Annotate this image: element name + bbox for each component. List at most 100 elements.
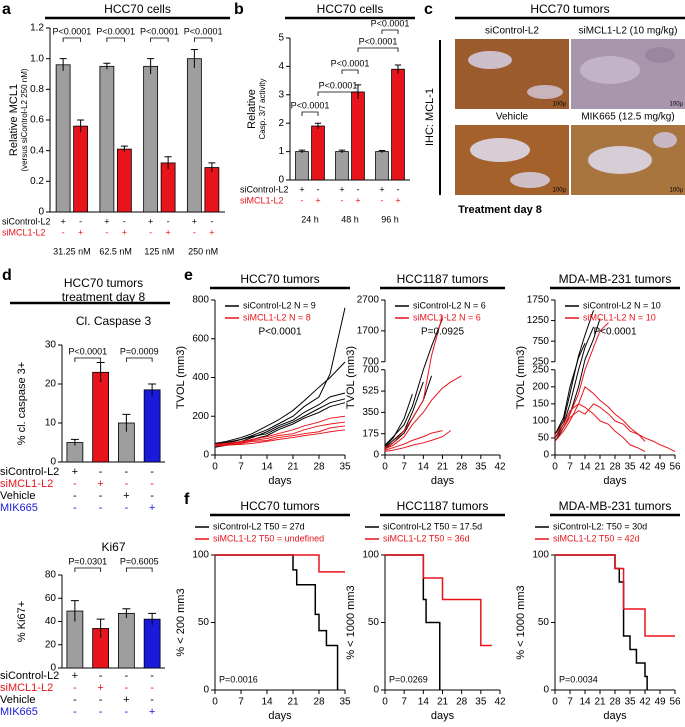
x-tick-label: 42: [639, 697, 651, 708]
design-sign: -: [317, 184, 320, 194]
x-tick-label: 7: [238, 462, 244, 473]
x-tick-label: 56: [669, 697, 681, 708]
design-sign: +: [299, 184, 304, 194]
x-tick-label: 42: [494, 462, 506, 473]
scale-label: 100µ: [553, 188, 567, 194]
panel-label: b: [234, 1, 244, 18]
image-label: siMCL1-L2 (10 mg/kg): [579, 26, 678, 37]
bracket: [357, 47, 399, 52]
design-sign: +: [122, 227, 127, 237]
design-label: siControl-L2: [0, 670, 59, 682]
panel-label: d: [2, 267, 12, 284]
error-bar: [77, 119, 85, 133]
y-tick-label: 400: [192, 372, 209, 383]
growth-line: [384, 430, 443, 451]
design-sign: +: [72, 466, 78, 478]
x-tick-label: 21: [437, 462, 449, 473]
y-tick-label: 20: [45, 639, 57, 650]
y-axis-label: (versus siControl-L2 250 nM): [20, 68, 29, 171]
error-bar: [59, 58, 67, 71]
panel-label: e: [184, 267, 193, 284]
error-bar: [338, 149, 346, 154]
y-tick-label: 2700: [357, 295, 380, 306]
legend-label: siMCL1-L2 N = 8: [243, 312, 311, 322]
design-label: siControl-L2: [0, 466, 59, 478]
y-tick-label: 0: [50, 457, 56, 468]
error-bar: [394, 64, 402, 74]
y-tick-label: 2: [278, 118, 284, 129]
p-value: P=0.0016: [219, 674, 258, 684]
bracket: [150, 37, 169, 42]
image-label: MIK665 (12.5 mg/kg): [581, 112, 674, 123]
x-tick-label: 21: [594, 462, 606, 473]
chart-title: HCC70 tumors: [240, 499, 319, 513]
design-label: siMCL1-L2: [2, 227, 46, 237]
bracket: [62, 37, 82, 42]
bar: [92, 371, 110, 463]
chart-title: Cl. Caspase 3: [76, 314, 152, 328]
panel-label: c: [424, 1, 433, 18]
design-sign: -: [125, 502, 129, 514]
x-tick-label: 0: [552, 462, 558, 473]
bar: [295, 151, 309, 181]
growth-line: [554, 343, 586, 435]
bracket: [125, 567, 153, 572]
error-bar: [164, 156, 172, 170]
y-tick-label: 0: [373, 450, 379, 461]
category-label: 96 h: [381, 214, 399, 224]
y-tick-label: 1: [278, 146, 284, 157]
p-value: P<0.0001: [140, 26, 179, 36]
bracket: [106, 37, 125, 42]
y-axis-label: % cl. caspase 3+: [16, 362, 28, 445]
error-bar: [122, 608, 131, 619]
design-sign: -: [341, 195, 344, 205]
scale-label: 100µ: [553, 102, 567, 108]
bar: [116, 148, 132, 213]
y-tick-label: 350: [362, 407, 379, 418]
y-tick-label: 0: [203, 685, 209, 696]
growth-line: [214, 425, 346, 446]
y-tick-label: 1.0: [30, 53, 44, 64]
y-tick-label: 0.6: [30, 115, 44, 126]
y-tick-label: 20: [45, 379, 57, 390]
growth-line: [214, 361, 346, 444]
growth-line: [554, 310, 595, 435]
y-tick-label: 800: [192, 295, 209, 306]
x-axis-label: days: [431, 710, 455, 722]
x-axis-label: days: [268, 475, 292, 487]
p-value: P<0.0001: [68, 346, 107, 356]
x-tick-label: 35: [339, 697, 351, 708]
y-tick-label: 30: [45, 340, 57, 351]
design-sign: -: [357, 184, 360, 194]
design-label: siMCL1-L2: [0, 478, 53, 490]
bracket: [317, 91, 359, 96]
design-label: siMCL1-L2: [240, 195, 284, 205]
design-sign: -: [149, 227, 152, 237]
design-sign: -: [99, 502, 103, 514]
chart-title: HCC70 tumors: [240, 272, 319, 286]
panel-title: HCC70 tumors: [530, 2, 609, 16]
x-axis-label: days: [603, 475, 627, 487]
design-sign: +: [104, 216, 109, 226]
growth-line: [214, 429, 346, 447]
y-tick-label: 200: [532, 381, 549, 392]
legend-label: siControl-L2 T50 = 17.5d: [383, 521, 482, 531]
design-label: siMCL1-L2: [0, 682, 53, 694]
design-sign: +: [165, 227, 170, 237]
legend-label: siControl-L2: T50 = 30d: [553, 521, 647, 531]
x-tick-label: 28: [313, 697, 325, 708]
design-sign: +: [339, 184, 344, 194]
design-sign: +: [379, 184, 384, 194]
p-value: P<0.0001: [319, 80, 358, 90]
scale-label: 100µ: [670, 188, 684, 194]
x-tick-label: 14: [579, 462, 591, 473]
y-tick-label: 0.4: [30, 145, 44, 156]
design-sign: -: [73, 478, 77, 490]
design-sign: -: [125, 682, 129, 694]
legend-label: siControl-L2 N = 9: [243, 300, 316, 310]
bracket: [381, 29, 399, 34]
design-label: siControl-L2: [2, 216, 51, 226]
bracket: [125, 357, 153, 362]
y-tick-label: 60: [45, 593, 57, 604]
